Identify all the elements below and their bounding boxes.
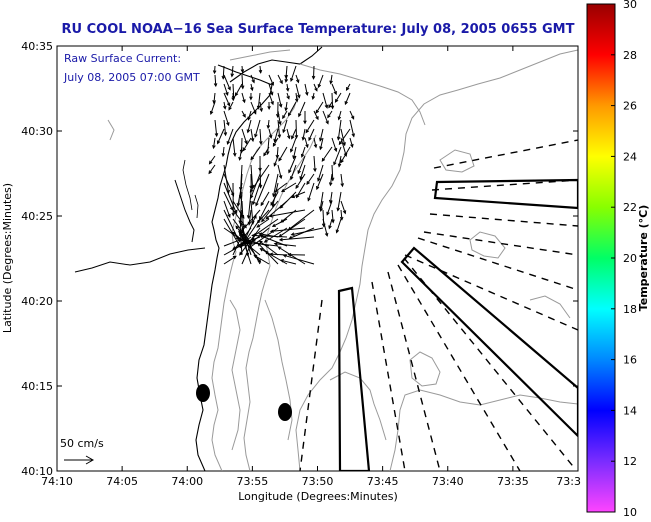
x-tick-label: 73:3 <box>556 475 581 488</box>
y-tick-label: 40:15 <box>21 380 53 393</box>
colorbar-tick-label: 22 <box>623 201 637 214</box>
plot-area <box>57 46 578 471</box>
scale-label: 50 cm/s <box>60 437 104 450</box>
x-tick-label: 73:55 <box>237 475 269 488</box>
x-axis-label: Longitude (Degrees:Minutes) <box>238 490 398 503</box>
colorbar-tick-label: 24 <box>623 150 637 163</box>
y-tick-label: 40:35 <box>21 40 53 53</box>
station-marker <box>196 384 210 402</box>
colorbar-tick-label: 12 <box>623 455 637 468</box>
chart-title: RU COOL NOAA−16 Sea Surface Temperature:… <box>62 22 575 37</box>
colorbar-label: Temperature (°C) <box>637 205 650 312</box>
colorbar-tick-label: 14 <box>623 404 637 417</box>
x-tick-label: 74:05 <box>106 475 138 488</box>
y-tick-label: 40:10 <box>21 465 53 478</box>
current-vector <box>296 120 297 138</box>
colorbar-tick-label: 10 <box>623 506 637 518</box>
station-marker <box>278 403 292 421</box>
x-tick-label: 73:50 <box>302 475 334 488</box>
colorbar-tick-label: 26 <box>623 100 637 113</box>
colorbar-tick-label: 20 <box>623 252 637 265</box>
current-vector <box>314 66 315 79</box>
colorbar-tick-label: 28 <box>623 49 637 62</box>
y-axis-label: Latitude (Degrees:Minutes) <box>1 183 14 333</box>
x-tick-label: 73:45 <box>367 475 399 488</box>
y-tick-label: 40:25 <box>21 210 53 223</box>
x-tick-label: 73:40 <box>432 475 464 488</box>
current-annotation-line-2: July 08, 2005 07:00 GMT <box>63 71 200 84</box>
x-tick-label: 73:35 <box>497 475 529 488</box>
colorbar <box>587 4 615 512</box>
colorbar-tick-label: 16 <box>623 354 637 367</box>
y-tick-label: 40:30 <box>21 125 53 138</box>
current-annotation-line-1: Raw Surface Current: <box>64 52 181 65</box>
current-vector <box>332 93 333 108</box>
colorbar-tick-label: 30 <box>623 0 637 11</box>
y-tick-label: 40:20 <box>21 295 53 308</box>
x-tick-label: 74:00 <box>171 475 203 488</box>
colorbar-tick-label: 18 <box>623 303 637 316</box>
